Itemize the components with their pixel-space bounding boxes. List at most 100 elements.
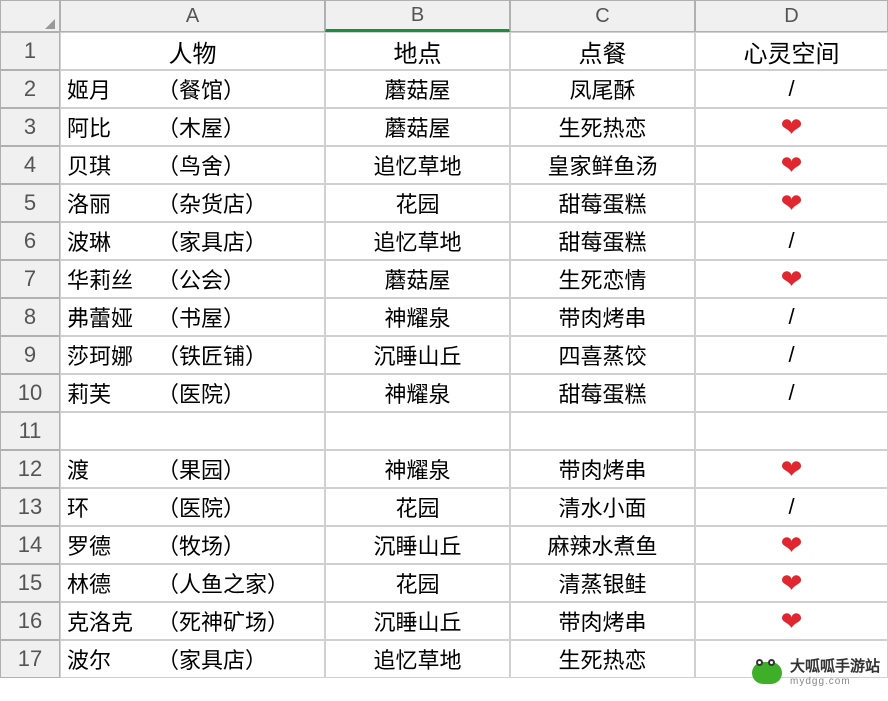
watermark-sub: mydgg.com xyxy=(790,676,880,687)
cell-B7[interactable]: 蘑菇屋 xyxy=(325,260,510,298)
cell-C17[interactable]: 生死热恋 xyxy=(510,640,695,678)
cell-C12[interactable]: 带肉烤串 xyxy=(510,450,695,488)
cell-A11[interactable] xyxy=(60,412,325,450)
cell-D3[interactable]: ❤ xyxy=(695,108,888,146)
cell-D6[interactable]: / xyxy=(695,222,888,260)
row-header-7[interactable]: 7 xyxy=(0,260,60,298)
cell-D15[interactable]: ❤ xyxy=(695,564,888,602)
heart-icon: ❤ xyxy=(781,150,803,181)
row-header-6[interactable]: 6 xyxy=(0,222,60,260)
row-header-14[interactable]: 14 xyxy=(0,526,60,564)
cell-D14[interactable]: ❤ xyxy=(695,526,888,564)
cell-B10[interactable]: 神耀泉 xyxy=(325,374,510,412)
cell-B8[interactable]: 神耀泉 xyxy=(325,298,510,336)
row-header-11[interactable]: 11 xyxy=(0,412,60,450)
header-A[interactable]: 人物 xyxy=(60,32,325,70)
cell-A13[interactable]: 环（医院） xyxy=(60,488,325,526)
header-B[interactable]: 地点 xyxy=(325,32,510,70)
cell-C9[interactable]: 四喜蒸饺 xyxy=(510,336,695,374)
cell-D13[interactable]: / xyxy=(695,488,888,526)
row-header-12[interactable]: 12 xyxy=(0,450,60,488)
cell-A14[interactable]: 罗德（牧场） xyxy=(60,526,325,564)
heart-icon: ❤ xyxy=(781,112,803,143)
cell-B3[interactable]: 蘑菇屋 xyxy=(325,108,510,146)
cell-D11[interactable] xyxy=(695,412,888,450)
row-header-3[interactable]: 3 xyxy=(0,108,60,146)
cell-D4[interactable]: ❤ xyxy=(695,146,888,184)
cell-C14[interactable]: 麻辣水煮鱼 xyxy=(510,526,695,564)
cell-B17[interactable]: 追忆草地 xyxy=(325,640,510,678)
row-header-17[interactable]: 17 xyxy=(0,640,60,678)
cell-C6[interactable]: 甜莓蛋糕 xyxy=(510,222,695,260)
cell-B13[interactable]: 花园 xyxy=(325,488,510,526)
cell-D2[interactable]: / xyxy=(695,70,888,108)
cell-D8[interactable]: / xyxy=(695,298,888,336)
spreadsheet[interactable]: ABCD1人物地点点餐心灵空间2姬月（餐馆）蘑菇屋凤尾酥/3阿比（木屋）蘑菇屋生… xyxy=(0,0,888,678)
row-header-15[interactable]: 15 xyxy=(0,564,60,602)
cell-C7[interactable]: 生死恋情 xyxy=(510,260,695,298)
row-header-16[interactable]: 16 xyxy=(0,602,60,640)
cell-D9[interactable]: / xyxy=(695,336,888,374)
cell-B11[interactable] xyxy=(325,412,510,450)
cell-B2[interactable]: 蘑菇屋 xyxy=(325,70,510,108)
row-header-2[interactable]: 2 xyxy=(0,70,60,108)
cell-A6[interactable]: 波琳（家具店） xyxy=(60,222,325,260)
col-header-A[interactable]: A xyxy=(60,0,325,32)
cell-A17[interactable]: 波尔（家具店） xyxy=(60,640,325,678)
heart-icon: ❤ xyxy=(781,606,803,637)
cell-A15[interactable]: 林德（人鱼之家） xyxy=(60,564,325,602)
cell-A9[interactable]: 莎珂娜（铁匠铺） xyxy=(60,336,325,374)
cell-B12[interactable]: 神耀泉 xyxy=(325,450,510,488)
cell-D12[interactable]: ❤ xyxy=(695,450,888,488)
col-header-C[interactable]: C xyxy=(510,0,695,32)
cell-A16[interactable]: 克洛克（死神矿场） xyxy=(60,602,325,640)
cell-C13[interactable]: 清水小面 xyxy=(510,488,695,526)
cell-A12[interactable]: 渡（果园） xyxy=(60,450,325,488)
cell-D7[interactable]: ❤ xyxy=(695,260,888,298)
cell-A4[interactable]: 贝琪（鸟舍） xyxy=(60,146,325,184)
cell-A3[interactable]: 阿比（木屋） xyxy=(60,108,325,146)
row-header-4[interactable]: 4 xyxy=(0,146,60,184)
heart-icon: ❤ xyxy=(781,568,803,599)
row-header-9[interactable]: 9 xyxy=(0,336,60,374)
cell-B5[interactable]: 花园 xyxy=(325,184,510,222)
cell-A10[interactable]: 莉芙（医院） xyxy=(60,374,325,412)
select-all-corner[interactable] xyxy=(0,0,60,32)
cell-C5[interactable]: 甜莓蛋糕 xyxy=(510,184,695,222)
row-header-1[interactable]: 1 xyxy=(0,32,60,70)
cell-B9[interactable]: 沉睡山丘 xyxy=(325,336,510,374)
cell-C8[interactable]: 带肉烤串 xyxy=(510,298,695,336)
heart-icon: ❤ xyxy=(781,454,803,485)
cell-B16[interactable]: 沉睡山丘 xyxy=(325,602,510,640)
cell-C11[interactable] xyxy=(510,412,695,450)
heart-icon: ❤ xyxy=(781,530,803,561)
cell-C2[interactable]: 凤尾酥 xyxy=(510,70,695,108)
cell-D10[interactable]: / xyxy=(695,374,888,412)
cell-D16[interactable]: ❤ xyxy=(695,602,888,640)
cell-C10[interactable]: 甜莓蛋糕 xyxy=(510,374,695,412)
cell-A7[interactable]: 华莉丝（公会） xyxy=(60,260,325,298)
cell-C15[interactable]: 清蒸银鲑 xyxy=(510,564,695,602)
cell-C16[interactable]: 带肉烤串 xyxy=(510,602,695,640)
col-header-D[interactable]: D xyxy=(695,0,888,32)
cell-B4[interactable]: 追忆草地 xyxy=(325,146,510,184)
cell-D5[interactable]: ❤ xyxy=(695,184,888,222)
row-header-10[interactable]: 10 xyxy=(0,374,60,412)
row-header-5[interactable]: 5 xyxy=(0,184,60,222)
cell-B6[interactable]: 追忆草地 xyxy=(325,222,510,260)
cell-A8[interactable]: 弗蕾娅（书屋） xyxy=(60,298,325,336)
header-D[interactable]: 心灵空间 xyxy=(695,32,888,70)
row-header-13[interactable]: 13 xyxy=(0,488,60,526)
cell-C4[interactable]: 皇家鲜鱼汤 xyxy=(510,146,695,184)
cell-A5[interactable]: 洛丽（杂货店） xyxy=(60,184,325,222)
watermark: 大呱呱手游站 mydgg.com xyxy=(750,659,880,687)
col-header-B[interactable]: B xyxy=(325,0,510,32)
heart-icon: ❤ xyxy=(781,264,803,295)
cell-A2[interactable]: 姬月（餐馆） xyxy=(60,70,325,108)
row-header-8[interactable]: 8 xyxy=(0,298,60,336)
frog-icon xyxy=(750,659,784,687)
header-C[interactable]: 点餐 xyxy=(510,32,695,70)
cell-B15[interactable]: 花园 xyxy=(325,564,510,602)
cell-C3[interactable]: 生死热恋 xyxy=(510,108,695,146)
cell-B14[interactable]: 沉睡山丘 xyxy=(325,526,510,564)
